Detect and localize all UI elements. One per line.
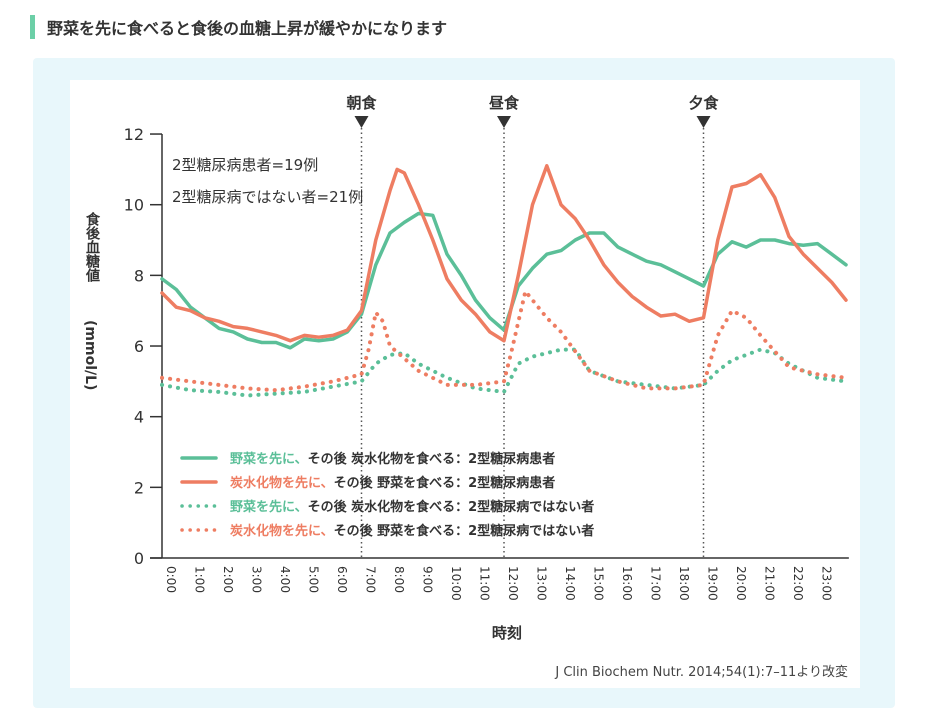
x-tick-label: 21:00: [763, 566, 777, 601]
series-line-2: [160, 164, 848, 343]
meal-label: 夕食: [688, 94, 719, 112]
meal-triangle-icon: [497, 116, 511, 128]
x-tick-label: 15:00: [592, 566, 606, 601]
x-tick-label: 20:00: [734, 566, 748, 601]
x-tick-label: 16:00: [620, 566, 634, 601]
y-tick-label: 2: [134, 478, 144, 497]
legend-entry-highlight: 野菜を先に、: [230, 499, 308, 515]
x-tick-label: 2:00: [221, 566, 235, 593]
x-tick-label: 22:00: [791, 566, 805, 601]
y-tick-label: 8: [134, 266, 144, 285]
series-line-4: [160, 289, 848, 393]
section-header: 野菜を先に食べると食後の血糖上昇が緩やかになります: [30, 14, 447, 40]
annotation-type2-count: 2型糖尿病患者=19例: [172, 156, 318, 174]
y-tick-label: 12: [124, 125, 144, 144]
y-tick-label: 6: [134, 337, 144, 356]
meal-label: 昼食: [489, 94, 520, 112]
x-tick-label: 9:00: [421, 566, 435, 593]
x-tick-label: 18:00: [677, 566, 691, 601]
x-tick-label: 17:00: [649, 566, 663, 601]
meal-triangle-icon: [354, 116, 369, 128]
x-tick-label: 4:00: [278, 566, 292, 593]
x-tick-label: 1:00: [193, 566, 207, 593]
legend-entry-highlight: 野菜を先に、: [230, 451, 308, 467]
source-citation: J Clin Biochem Nutr. 2014;54(1):7–11より改変: [554, 664, 848, 680]
meal-label: 朝食: [346, 94, 377, 112]
x-tick-label: 19:00: [706, 566, 720, 601]
annotation-non-type2-count: 2型糖尿病ではない者=21例: [172, 188, 363, 206]
accent-bar: [30, 15, 35, 39]
series-line-3: [160, 347, 848, 398]
x-tick-label: 6:00: [335, 566, 349, 593]
legend-entry-text: その後 炭水化物を食べる：2型糖尿病ではない者: [308, 499, 595, 515]
legend-entry-highlight: 炭水化物を先に、: [230, 475, 334, 491]
legend-entry-text: その後 野菜を食べる：2型糖尿病ではない者: [334, 523, 595, 539]
legend-entry-text: その後 野菜を食べる：2型糖尿病患者: [334, 475, 556, 491]
meal-triangle-icon: [696, 116, 711, 128]
page-title: 野菜を先に食べると食後の血糖上昇が緩やかになります: [47, 19, 448, 38]
y-axis-label: 食後血糖値: [84, 211, 101, 283]
legend-entry: 炭水化物を先に、その後 野菜を食べる：2型糖尿病患者: [230, 475, 555, 491]
y-axis-unit: (mmol/L): [82, 320, 98, 390]
x-tick-label: 11:00: [478, 566, 492, 601]
legend-entry: 炭水化物を先に、その後 野菜を食べる：2型糖尿病ではない者: [230, 523, 594, 539]
x-tick-label: 13:00: [535, 566, 549, 601]
legend-entry: 野菜を先に、その後 炭水化物を食べる：2型糖尿病患者: [230, 451, 555, 467]
x-tick-label: 7:00: [364, 566, 378, 593]
x-axis-label: 時刻: [492, 624, 522, 642]
series-line-1: [160, 211, 848, 350]
x-tick-label: 8:00: [392, 566, 406, 593]
y-tick-label: 10: [124, 196, 144, 215]
legend-entry-text: その後 炭水化物を食べる：2型糖尿病患者: [308, 451, 556, 467]
legend-entry: 野菜を先に、その後 炭水化物を食べる：2型糖尿病ではない者: [230, 499, 594, 515]
x-tick-label: 0:00: [164, 566, 178, 593]
x-tick-label: 5:00: [307, 566, 321, 593]
x-tick-label: 12:00: [506, 566, 520, 601]
x-tick-label: 3:00: [250, 566, 264, 593]
x-tick-label: 14:00: [563, 566, 577, 601]
y-tick-label: 0: [134, 549, 144, 568]
y-tick-label: 4: [134, 408, 144, 427]
legend-entry-highlight: 炭水化物を先に、: [230, 523, 334, 539]
x-tick-label: 10:00: [449, 566, 463, 601]
x-tick-label: 23:00: [820, 566, 834, 601]
